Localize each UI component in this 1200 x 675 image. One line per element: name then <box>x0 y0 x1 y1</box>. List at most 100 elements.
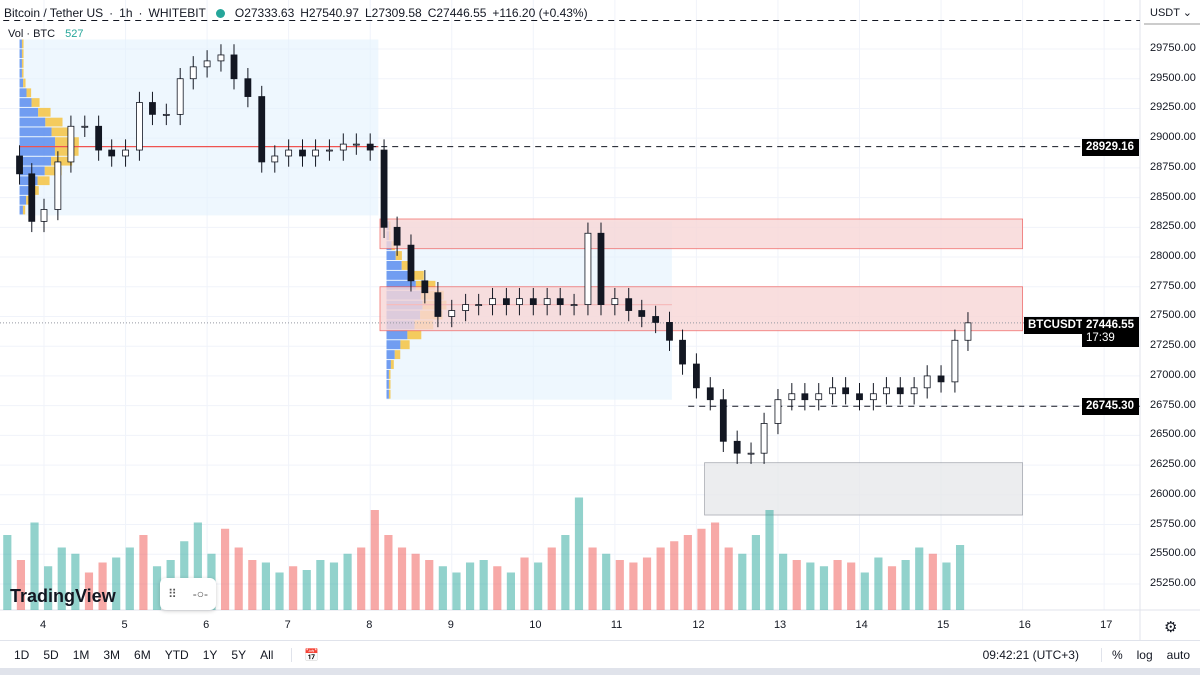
volume-bar <box>234 547 243 610</box>
volume-bar <box>955 545 965 610</box>
range-6m[interactable]: 6M <box>134 647 151 662</box>
range-3m[interactable]: 3M <box>103 647 121 662</box>
candle-body <box>54 161 62 210</box>
volume-profile-bar <box>37 176 50 186</box>
volume-bar <box>193 522 202 610</box>
log-toggle[interactable]: log <box>1136 647 1153 662</box>
candle-body <box>95 125 103 151</box>
range-5d[interactable]: 5D <box>43 647 59 662</box>
goto-date-icon[interactable]: 📅 <box>291 647 319 662</box>
clock[interactable]: 09:42:21 (UTC+3) <box>982 647 1079 662</box>
candle-body <box>162 113 170 116</box>
volume-bar <box>493 566 502 610</box>
time-tick: 6 <box>203 619 210 631</box>
volume-profile-bar <box>386 340 401 350</box>
volume-legend: Vol · BTC 527 <box>8 28 83 40</box>
candle-body <box>217 54 225 62</box>
tradingview-logo[interactable]: TradingView <box>10 586 116 606</box>
volume-profile-bar <box>19 39 22 49</box>
candle-body <box>597 232 605 305</box>
low-value: L27309.58 <box>364 6 422 20</box>
range-all[interactable]: All <box>260 647 274 662</box>
volume-bar <box>57 547 66 610</box>
volume-bar <box>806 562 815 610</box>
volume-profile-bar <box>407 330 422 340</box>
candle-body <box>258 96 266 163</box>
volume-bar <box>438 566 447 610</box>
volume-profile-bar <box>408 270 424 280</box>
volume-profile-bar <box>386 379 389 389</box>
volume-bar <box>561 535 570 610</box>
volume-bar <box>520 557 529 610</box>
price-tick: 28250.00 <box>1150 220 1196 233</box>
candle-body <box>393 226 401 246</box>
candle-body <box>40 209 48 222</box>
volume-bar <box>425 560 434 610</box>
volume-profile-bar <box>386 369 389 379</box>
auto-toggle[interactable]: auto <box>1166 647 1190 662</box>
candle-body <box>462 304 470 311</box>
volume-bar <box>602 553 611 610</box>
volume-bar <box>98 562 107 610</box>
candle-body <box>28 173 36 222</box>
volume-profile-bar <box>55 137 79 147</box>
volume-profile-bar <box>21 39 24 49</box>
candle-body <box>67 125 75 163</box>
price-tick: 27750.00 <box>1150 279 1196 292</box>
volume-bar <box>16 560 26 610</box>
candle-body <box>747 452 755 455</box>
candle-body <box>788 393 796 401</box>
volume-profile-bar <box>388 379 391 389</box>
range-1d[interactable]: 1D <box>14 647 30 662</box>
settings-gear-icon[interactable]: ⚙ <box>1164 619 1178 636</box>
volume-profile-bar <box>22 205 26 215</box>
volume-profile-bar <box>19 137 56 147</box>
volume-profile-bar <box>386 350 395 360</box>
candle-body <box>81 125 89 128</box>
volume-profile-bar <box>26 195 31 205</box>
candle-body <box>679 339 686 365</box>
volume-profile-bar <box>19 156 52 166</box>
candle-body <box>923 375 931 389</box>
price-tick: 26000.00 <box>1150 487 1196 500</box>
candle-body <box>16 155 23 175</box>
candle-body <box>719 399 727 442</box>
volume-profile-bar <box>23 78 26 88</box>
change-value: +116.20 (+0.43%) <box>492 6 588 20</box>
last-price-tag: 27446.55 17:39 <box>1082 317 1139 347</box>
volume-bar <box>125 547 134 610</box>
volume-bar <box>697 528 706 610</box>
candle-body <box>733 440 741 454</box>
price-tick: 27000.00 <box>1150 368 1196 381</box>
percent-toggle[interactable]: % <box>1100 647 1123 662</box>
candle-body <box>652 316 660 323</box>
volume-profile-bar <box>401 261 412 270</box>
currency-selector[interactable]: USDT ⌄ <box>1144 4 1200 25</box>
volume-bar <box>792 560 801 610</box>
candle-body <box>299 149 306 157</box>
line-tool-icon[interactable]: -○- <box>192 587 208 601</box>
volume-bar <box>397 547 407 610</box>
price-tick: 27500.00 <box>1150 309 1196 322</box>
range-1y[interactable]: 1Y <box>202 647 218 662</box>
volume-bar <box>343 553 352 610</box>
range-ytd[interactable]: YTD <box>164 647 189 662</box>
price-tick: 28750.00 <box>1150 160 1196 173</box>
candle-body <box>149 102 156 115</box>
candle-body <box>475 304 483 306</box>
volume-bar <box>44 566 53 610</box>
drag-handle-icon[interactable]: ⠿ <box>167 587 177 601</box>
interval[interactable]: 1h <box>119 6 133 20</box>
range-1m[interactable]: 1M <box>72 647 90 662</box>
price-tick: 28500.00 <box>1150 190 1196 203</box>
open-value: O27333.63 <box>234 6 295 20</box>
price-chart[interactable] <box>0 0 1200 640</box>
candle-body <box>312 149 319 157</box>
range-5y[interactable]: 5Y <box>231 647 247 662</box>
volume-profile-bar <box>386 330 408 340</box>
volume-profile-bar <box>19 68 22 78</box>
candle-body <box>122 149 129 157</box>
drawing-toolbar-widget[interactable]: ⠿ -○- <box>160 578 216 610</box>
volume-bar <box>357 547 366 610</box>
symbol-title[interactable]: Bitcoin / Tether US <box>4 6 104 20</box>
